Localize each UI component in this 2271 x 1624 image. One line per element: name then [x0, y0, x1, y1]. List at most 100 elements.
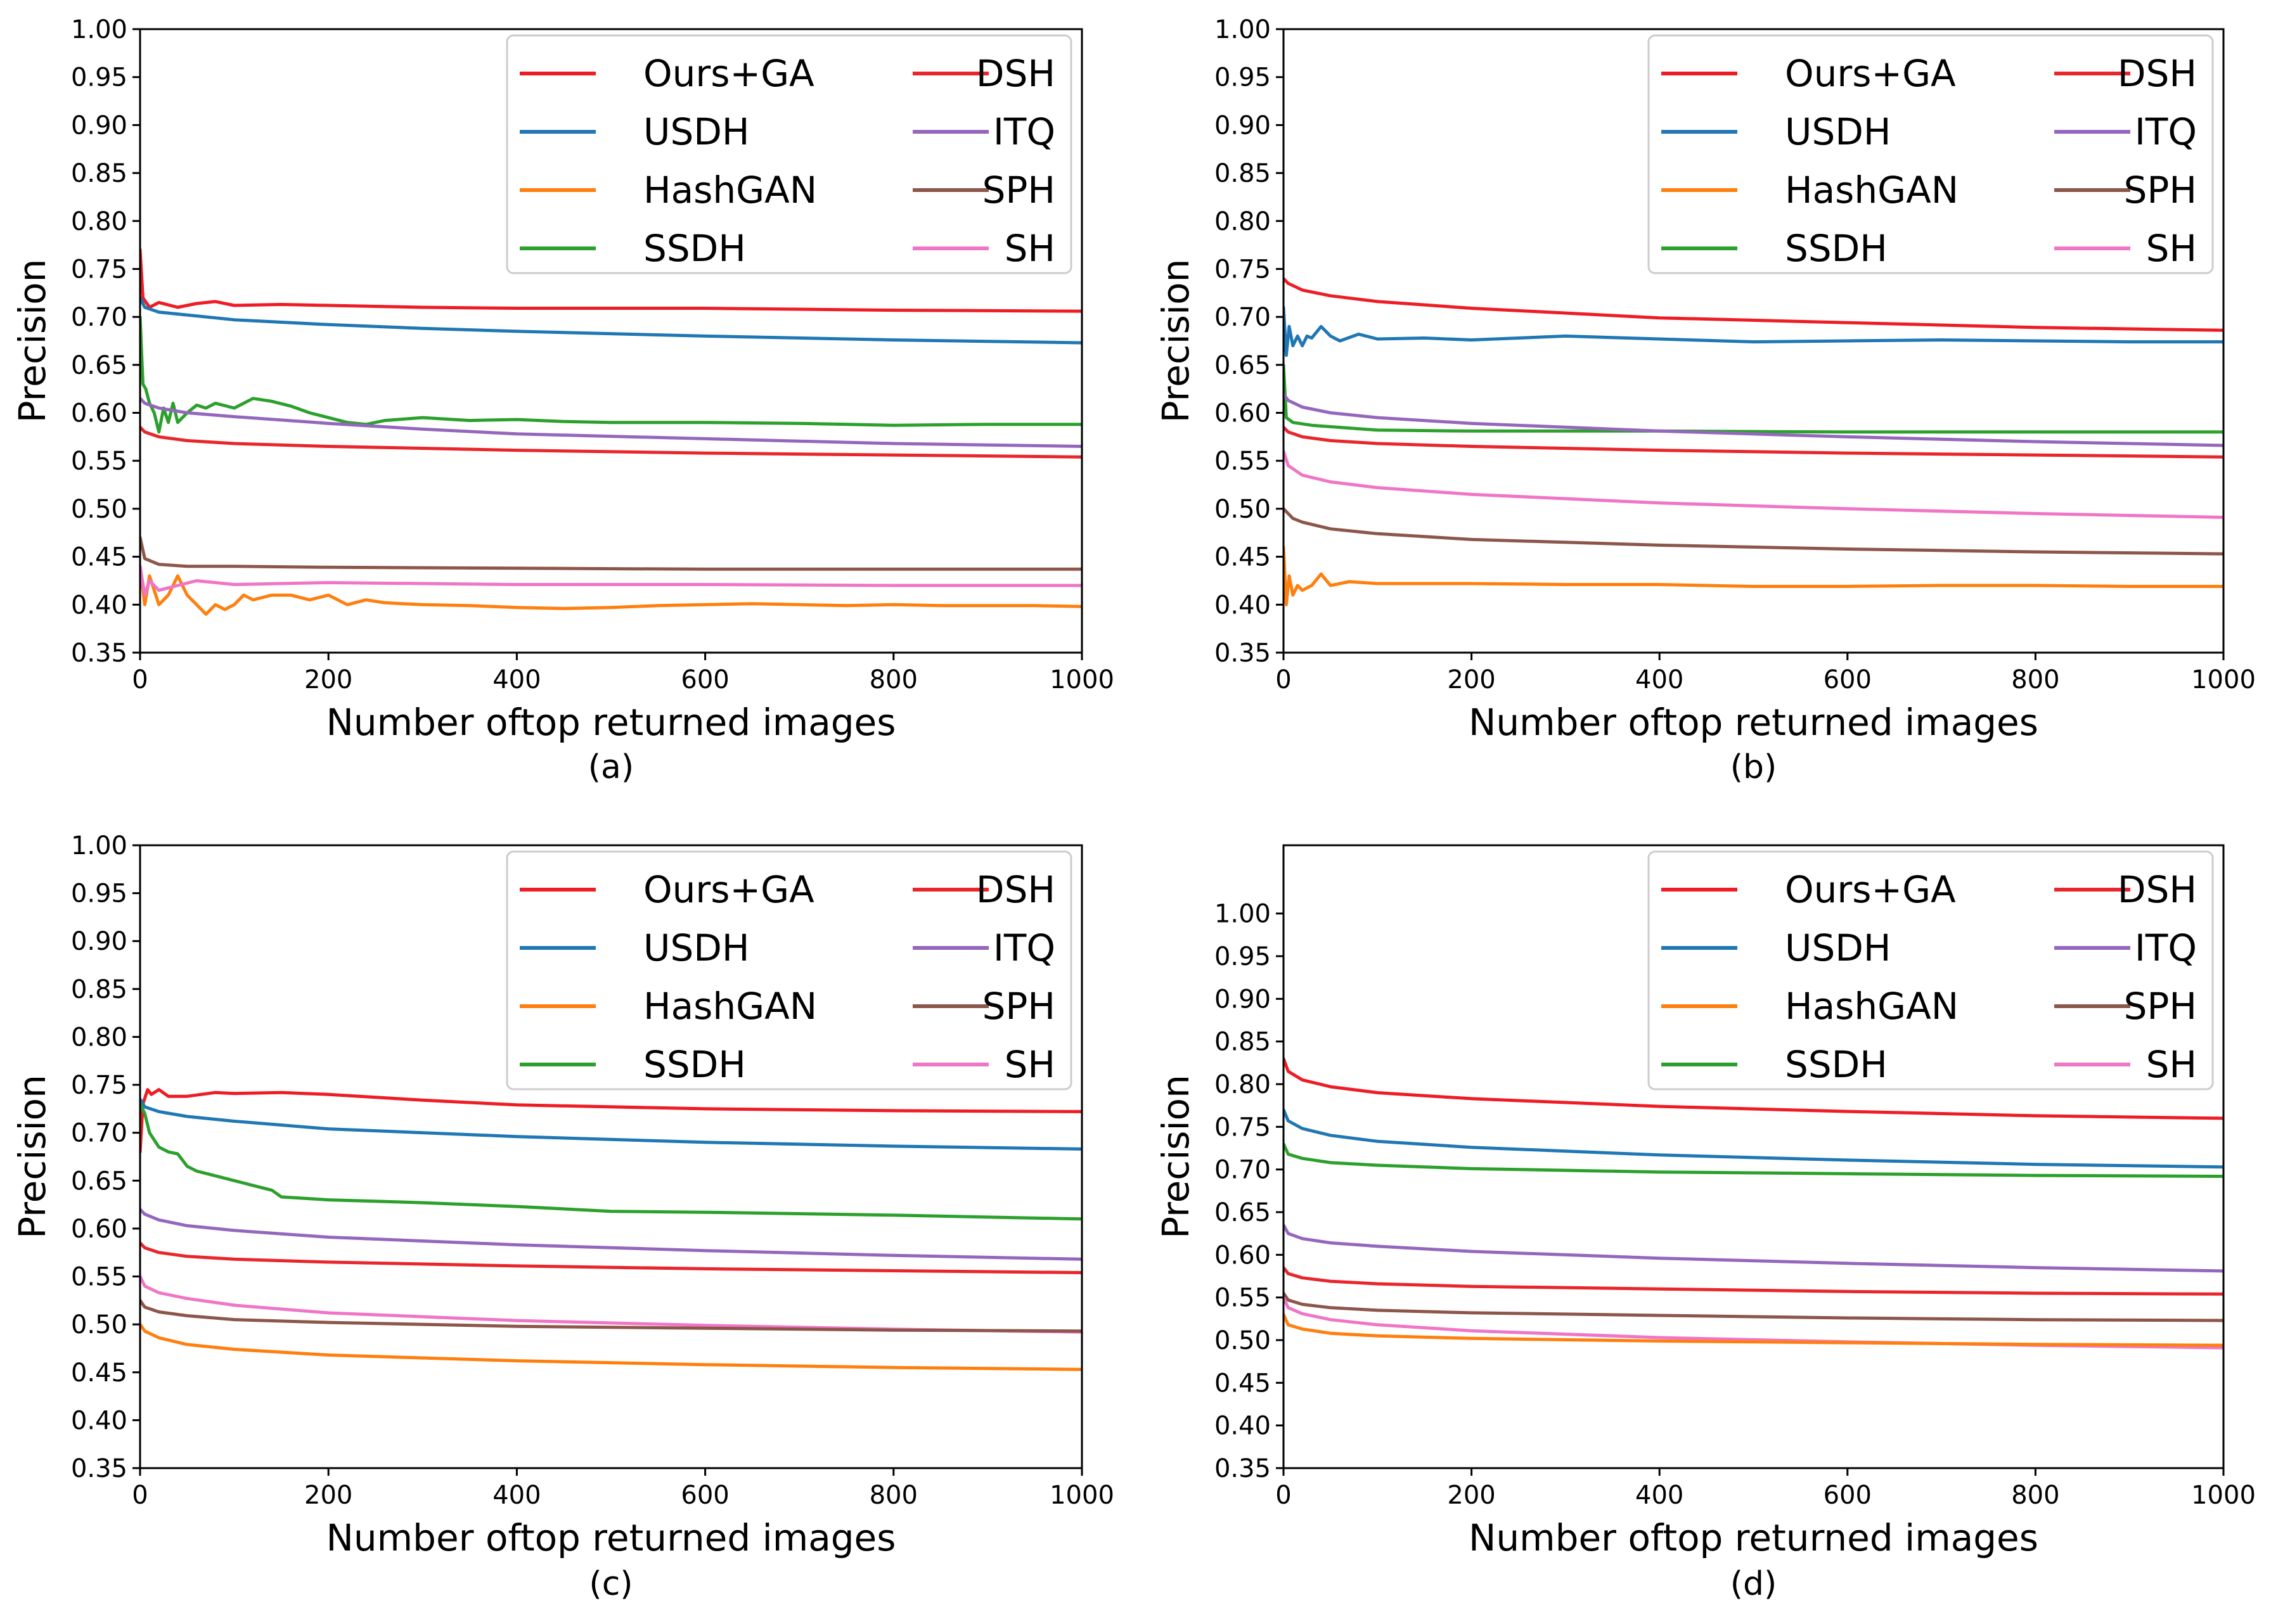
y-tick-label: 0.65 — [71, 1167, 127, 1196]
y-tick-label: 0.70 — [71, 1119, 127, 1148]
legend-label: SSDH — [1785, 1043, 1888, 1086]
legend: Ours+GA USDH HashGAN SSDH DSH ITQ SPH SH — [1647, 34, 2214, 274]
legend-item-itq: ITQ — [913, 110, 1055, 153]
legend-label: USDH — [1785, 926, 1891, 969]
y-tick-label: 0.95 — [71, 879, 127, 909]
y-tick-label: 0.40 — [1214, 1412, 1271, 1441]
y-tick-label: 0.55 — [71, 1263, 127, 1292]
y-axis-label: Precision — [11, 259, 54, 423]
y-tick-label: 0.60 — [1214, 399, 1271, 428]
series-line-ssdh — [1283, 1142, 2223, 1178]
legend-item-ours-ga: Ours+GA — [1661, 52, 1956, 95]
legend-label: SPH — [2124, 985, 2197, 1028]
y-tick-label: 0.65 — [1214, 1198, 1271, 1227]
y-tick-label: 0.75 — [1214, 255, 1271, 284]
x-tick-label: 200 — [304, 665, 352, 694]
y-tick-label: 0.35 — [1214, 1454, 1271, 1483]
y-axis-label: Precision — [1154, 1075, 1197, 1239]
legend-box — [1647, 850, 2214, 1090]
x-tick-label: 400 — [1635, 665, 1683, 694]
series-line-ours-ga — [140, 248, 1082, 313]
x-tick-label: 600 — [1824, 665, 1872, 694]
legend-label: HashGAN — [1785, 169, 1959, 212]
y-tick-label: 0.85 — [1214, 159, 1271, 188]
legend-label: DSH — [2118, 868, 2197, 911]
y-tick-label: 0.75 — [71, 255, 127, 284]
legend-label: HashGAN — [643, 985, 817, 1028]
legend-label: SH — [2146, 1043, 2197, 1086]
axes-frame — [139, 28, 1083, 654]
legend-box — [1647, 34, 2214, 274]
x-tick-label: 800 — [2011, 1481, 2059, 1510]
legend-item-sph: SPH — [913, 169, 1055, 212]
legend-item-ours-ga: Ours+GA — [1661, 868, 1956, 911]
x-tick-label: 600 — [681, 1481, 729, 1510]
legend: Ours+GA USDH HashGAN SSDH DSH ITQ SPH SH — [506, 850, 1072, 1090]
y-tick-label: 0.85 — [1214, 1028, 1271, 1057]
y-tick-label: 0.85 — [71, 159, 127, 188]
series-line-ssdh — [1283, 363, 2223, 434]
series-line-hashgan — [140, 1322, 1082, 1371]
legend-label: Ours+GA — [1785, 868, 1956, 911]
y-tick-label: 0.50 — [71, 495, 127, 524]
x-tick-label: 800 — [2011, 665, 2059, 694]
legend-item-hashgan: HashGAN — [520, 985, 817, 1028]
legend-item-ours-ga: Ours+GA — [520, 52, 814, 95]
panel-caption: (d) — [1730, 1565, 1777, 1603]
y-tick-label: 0.45 — [71, 1359, 127, 1388]
legend-item-ssdh: SSDH — [1661, 1043, 1888, 1086]
legend-label: SH — [1005, 227, 1055, 270]
y-axis-label: Precision — [1154, 259, 1197, 423]
legend-label: USDH — [643, 110, 750, 153]
legend-item-itq: ITQ — [2054, 926, 2197, 969]
x-axis-label: Number oftop returned images — [1469, 1516, 2038, 1559]
panel-caption: (a) — [588, 748, 634, 786]
y-tick-label: 1.00 — [71, 15, 127, 44]
series-line-dsh — [140, 425, 1082, 459]
legend-label: DSH — [976, 868, 1055, 911]
y-tick-label: 0.90 — [71, 111, 127, 140]
legend-label: ITQ — [993, 110, 1055, 153]
series-line-usdh — [1283, 1108, 2223, 1169]
series-line-dsh — [140, 1241, 1082, 1274]
legend-item-dsh: DSH — [2054, 52, 2197, 95]
x-tick-label: 400 — [492, 665, 541, 694]
y-tick-label: 0.80 — [1214, 207, 1271, 236]
legend-label: HashGAN — [1785, 985, 1959, 1028]
series-line-ours-ga — [1283, 1057, 2223, 1120]
series-line-sph — [140, 1298, 1082, 1333]
y-tick-label: 0.90 — [1214, 985, 1271, 1014]
y-tick-label: 0.55 — [71, 447, 127, 476]
x-tick-label: 0 — [1275, 665, 1291, 694]
legend-item-dsh: DSH — [913, 52, 1055, 95]
legend-label: Ours+GA — [643, 52, 814, 95]
chart-panel-d: 0.35 0.40 0.45 0.50 0.55 0.60 0.65 0.70 0.75 0.80… — [1154, 844, 2256, 1603]
series-line-sh — [140, 1275, 1082, 1334]
y-tick-label: 0.80 — [1214, 1070, 1271, 1099]
legend-label: USDH — [1785, 110, 1891, 153]
legend-item-ssdh: SSDH — [520, 1043, 746, 1086]
y-tick-label: 0.75 — [1214, 1113, 1271, 1142]
y-tick-label: 0.35 — [71, 1454, 127, 1483]
plot-area — [140, 1088, 1082, 1371]
y-tick-label: 0.80 — [71, 207, 127, 236]
x-tick-label: 200 — [1447, 665, 1495, 694]
legend-label: SSDH — [1785, 227, 1888, 270]
x-tick-label: 600 — [681, 665, 729, 694]
series-line-sph — [140, 535, 1082, 571]
x-tick-label: 1000 — [1050, 665, 1114, 694]
legend-item-sh: SH — [913, 1043, 1055, 1086]
legend-item-itq: ITQ — [2054, 110, 2197, 153]
series-line-usdh — [140, 1097, 1082, 1151]
y-tick-label: 0.95 — [71, 63, 127, 93]
legend: Ours+GA USDH HashGAN SSDH DSH ITQ SPH SH — [1647, 850, 2214, 1090]
y-tick-label: 0.65 — [71, 351, 127, 380]
y-tick-label: 0.50 — [71, 1310, 127, 1339]
series-line-ours-ga — [140, 1088, 1082, 1154]
x-tick-label: 1000 — [2191, 1481, 2256, 1510]
x-tick-label: 1000 — [1050, 1481, 1114, 1510]
legend-box — [506, 850, 1072, 1090]
y-tick-label: 0.45 — [71, 543, 127, 572]
y-tick-label: 0.55 — [1214, 1284, 1271, 1313]
